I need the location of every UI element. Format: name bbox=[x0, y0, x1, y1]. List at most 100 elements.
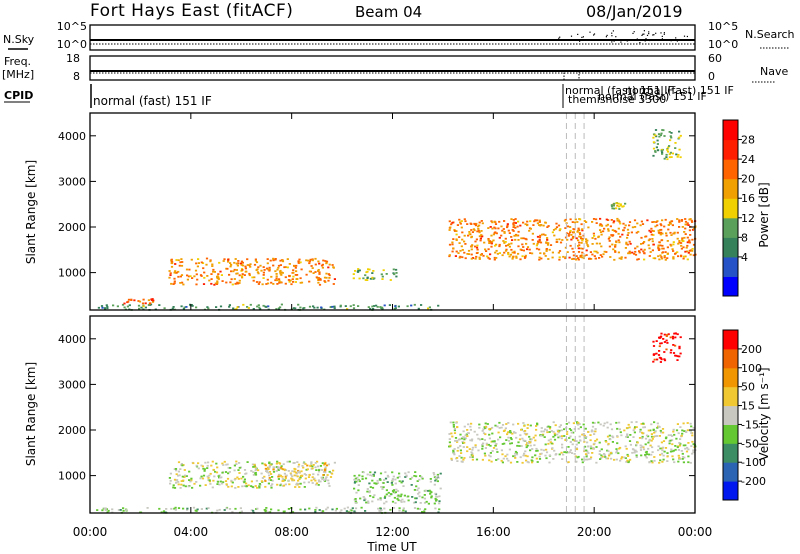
power-data-cell-4 bbox=[535, 247, 539, 250]
velocity-data-cell-4 bbox=[686, 429, 689, 432]
power-data-cell-4 bbox=[517, 239, 520, 241]
power-data-cell-2 bbox=[248, 272, 251, 275]
power-data-cell-0 bbox=[116, 305, 119, 308]
power-data-cell-2 bbox=[292, 269, 295, 272]
velocity-data-cell-4 bbox=[681, 456, 685, 458]
velocity-data-cell-1 bbox=[179, 468, 182, 470]
velocity-data-cell-4 bbox=[567, 446, 570, 448]
velocity-data-cell-4 bbox=[524, 440, 527, 442]
velocity-data-cell-4 bbox=[538, 458, 542, 460]
power-data-cell-4 bbox=[664, 251, 667, 253]
velocity-data-cell-4 bbox=[549, 426, 552, 428]
velocity-data-cell-4 bbox=[572, 422, 575, 425]
velocity-data-cell-4 bbox=[650, 460, 653, 463]
velocity-data-cell-4 bbox=[506, 433, 509, 436]
velocity-data-cell-1 bbox=[247, 484, 250, 487]
power-data-cell-4 bbox=[691, 238, 694, 241]
power-data-cell-4 bbox=[639, 224, 642, 227]
power-data-cell-6 bbox=[670, 136, 673, 139]
power-data-cell-2 bbox=[220, 274, 223, 276]
power-data-cell-2 bbox=[321, 263, 324, 266]
velocity-data-cell-0 bbox=[418, 508, 421, 510]
velocity-data-cell-3 bbox=[379, 498, 382, 501]
power-data-cell-2 bbox=[210, 278, 213, 280]
power-data-cell-4 bbox=[627, 252, 630, 255]
noise-panel: N.Sky 10^5 10^0 10^5 10^0 N.Search bbox=[3, 20, 795, 51]
power-data-cell-2 bbox=[180, 274, 184, 276]
power-data-cell-4 bbox=[463, 218, 466, 221]
power-data-cell-3 bbox=[381, 278, 384, 280]
power-data-cell-6 bbox=[668, 131, 671, 133]
velocity-data-cell-4 bbox=[611, 441, 614, 443]
noise-spike-point bbox=[648, 31, 650, 33]
velocity-data-cell-4 bbox=[620, 456, 624, 458]
velocity-data-cell-1 bbox=[303, 486, 306, 488]
power-data-cell-4 bbox=[640, 248, 643, 251]
velocity-data-cell-1 bbox=[307, 476, 311, 478]
power-data-cell-2 bbox=[277, 264, 281, 267]
velocity-data-cell-2 bbox=[293, 474, 296, 477]
velocity-data-cell-0 bbox=[117, 509, 120, 511]
velocity-colorbar-swatch bbox=[723, 330, 738, 350]
velocity-data-cell-1 bbox=[169, 482, 172, 485]
power-data-cell-4 bbox=[656, 224, 659, 227]
velocity-data-cell-4 bbox=[584, 427, 587, 430]
power-data-cell-4 bbox=[580, 242, 583, 244]
power-data-cell-2 bbox=[288, 274, 291, 277]
power-data-cell-4 bbox=[640, 243, 643, 245]
power-data-cell-4 bbox=[492, 233, 495, 236]
noise-spike-point bbox=[577, 33, 579, 35]
velocity-data-cell-4 bbox=[469, 439, 472, 442]
velocity-data-cell-4 bbox=[462, 430, 465, 433]
power-data-cell-2 bbox=[267, 268, 270, 271]
y-tick-label: 3000 bbox=[58, 378, 86, 391]
velocity-data-cell-3 bbox=[373, 494, 376, 497]
power-data-cell-2 bbox=[177, 259, 180, 262]
velocity-data-cell-4 bbox=[544, 443, 547, 446]
velocity-data-cell-4 bbox=[590, 429, 594, 432]
velocity-data-cell-4 bbox=[558, 426, 561, 428]
power-data-cell-0 bbox=[242, 303, 245, 306]
power-data-cell-6 bbox=[675, 153, 678, 156]
power-data-cell-4 bbox=[507, 229, 510, 232]
velocity-data-cell-3 bbox=[413, 475, 416, 477]
velocity-data-cell-1 bbox=[221, 462, 224, 465]
power-data-cell-6 bbox=[678, 148, 681, 151]
power-data-cell-5 bbox=[619, 204, 622, 207]
power-data-cell-4 bbox=[564, 218, 567, 221]
velocity-data-cell-4 bbox=[692, 426, 695, 429]
velocity-data-cell-0 bbox=[216, 509, 219, 512]
power-data-cell-6 bbox=[670, 132, 673, 134]
velocity-data-cell-4 bbox=[604, 456, 607, 458]
velocity-data-cell-0 bbox=[277, 509, 280, 512]
power-data-cell-2 bbox=[191, 277, 194, 279]
power-data-cell-4 bbox=[531, 232, 534, 235]
power-data-cell-2 bbox=[323, 280, 326, 282]
power-data-cell-3 bbox=[367, 268, 370, 271]
power-data-cell-4 bbox=[642, 250, 645, 253]
power-data-cell-2 bbox=[175, 259, 178, 261]
power-data-cell-2 bbox=[272, 257, 275, 260]
velocity-data-cell-0 bbox=[314, 509, 317, 511]
power-data-cell-2 bbox=[186, 278, 189, 281]
power-data-cell-4 bbox=[486, 255, 489, 258]
velocity-data-cell-3 bbox=[365, 501, 368, 504]
frequency-label-line1: Freq. bbox=[4, 55, 31, 68]
power-data-cell-6 bbox=[654, 134, 657, 137]
power-data-cell-0 bbox=[333, 307, 336, 310]
velocity-data-cell-4 bbox=[662, 454, 665, 457]
velocity-data-cell-0 bbox=[351, 507, 354, 510]
velocity-data-cell-4 bbox=[497, 438, 500, 441]
velocity-data-cell-1 bbox=[227, 485, 230, 488]
power-data-cell-4 bbox=[562, 255, 565, 258]
velocity-data-cell-3 bbox=[414, 501, 417, 504]
power-data-cell-2 bbox=[211, 263, 214, 266]
noise-spike-point bbox=[611, 32, 613, 34]
power-data-cell-2 bbox=[299, 261, 302, 264]
frequency-tick-bottom: 8 bbox=[73, 70, 80, 83]
power-data-cell-0 bbox=[397, 305, 400, 308]
velocity-data-cell-4 bbox=[457, 446, 460, 449]
power-data-cell-0 bbox=[100, 305, 104, 307]
power-data-cell-2 bbox=[295, 264, 298, 267]
power-data-cell-4 bbox=[511, 239, 514, 241]
